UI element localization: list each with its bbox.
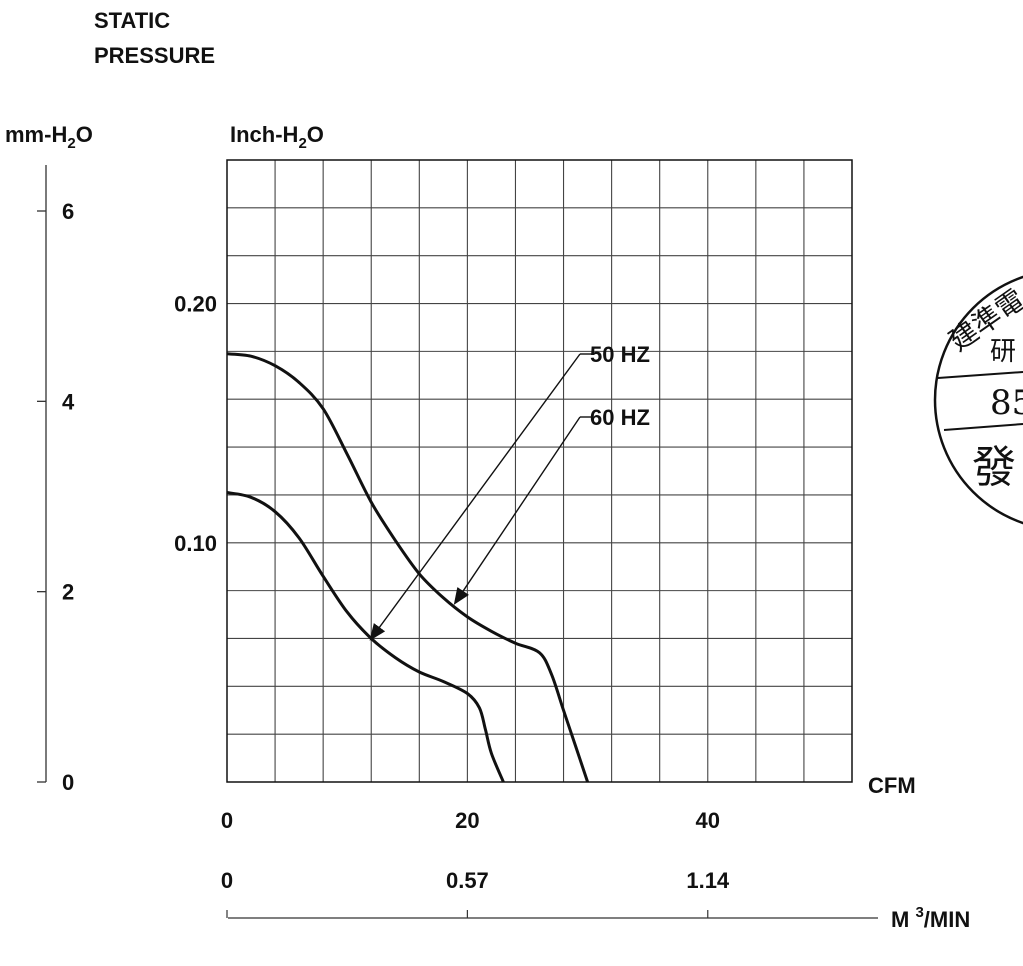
y-axis-ticks: 0.10 0.20 (174, 292, 217, 556)
secondary-x-tick-label: 0 (221, 868, 233, 893)
x-tick-label: 0 (221, 808, 233, 833)
annotation-arrow (369, 353, 581, 641)
secondary-y-tick-label: 0 (62, 770, 74, 795)
x-axis-label: CFM (868, 773, 916, 798)
curve-annotations: 50 HZ 60 HZ (369, 342, 650, 641)
y-tick-label: 0.20 (174, 292, 217, 317)
secondary-y-tick-label: 6 (62, 199, 74, 224)
y-axis-label: Inch-H2O (230, 122, 324, 152)
y-tick-label: 0.10 (174, 531, 217, 556)
title-line-2: PRESSURE (94, 43, 215, 68)
secondary-x-axis-label: M 3/MIN (891, 904, 970, 932)
series-line-60hz (226, 352, 590, 783)
plot-frame (226, 159, 853, 783)
stamp-text-mid: 研 (990, 337, 1016, 367)
stamp-text-number: 85 (990, 383, 1023, 423)
secondary-y-tick-label: 4 (62, 389, 75, 414)
x-tick-label: 20 (455, 808, 479, 833)
annotation-arrow (453, 416, 581, 605)
stamp-circle (933, 275, 1023, 525)
secondary-x-tick-label: 1.14 (686, 868, 730, 893)
secondary-y-tick-label: 2 (62, 580, 74, 605)
secondary-x-tick-label: 0.57 (446, 868, 489, 893)
annotation-label: 60 HZ (590, 405, 650, 430)
secondary-x-axis-ticks: 0 0.57 1.14 (221, 868, 730, 918)
series-lines (226, 352, 590, 783)
secondary-y-axis-label: mm-H2O (5, 122, 93, 152)
secondary-y-axis-ticks: 0 2 4 6 (37, 199, 75, 795)
approval-stamp: 建準電 研 85 發 (933, 275, 1023, 525)
series-line-50hz (226, 491, 505, 783)
annotation-label: 50 HZ (590, 342, 650, 367)
x-axis-ticks: 0 20 40 (221, 808, 720, 833)
x-tick-label: 40 (696, 808, 720, 833)
stamp-divider-top (937, 371, 1023, 379)
stamp-divider-bottom (943, 423, 1023, 431)
title-line-1: STATIC (94, 8, 170, 33)
plot-grid (227, 160, 852, 782)
stamp-text-bottom: 發 (972, 442, 1016, 493)
